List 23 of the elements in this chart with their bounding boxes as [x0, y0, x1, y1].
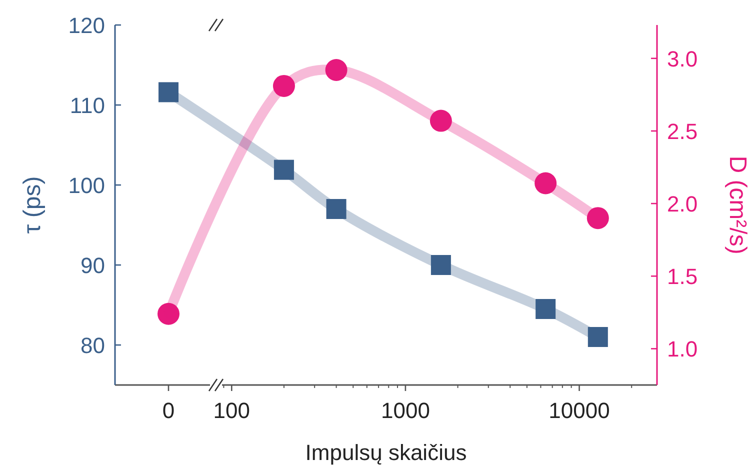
- y-tick-label: 110: [70, 93, 105, 118]
- y2-axis-title: D (cm²/s): [724, 156, 751, 254]
- y-tick-label: 100: [68, 173, 105, 198]
- point: [274, 160, 294, 180]
- y2-tick-label: 1.5: [667, 264, 698, 290]
- y2-tick-label: 1.0: [667, 336, 698, 362]
- point: [588, 327, 608, 347]
- point: [272, 74, 295, 97]
- point: [430, 110, 452, 132]
- x-tick-label: 100: [213, 398, 250, 423]
- y2-tick-label: 2.5: [667, 118, 698, 144]
- y2-tick-label: 3.0: [667, 46, 698, 72]
- point: [586, 207, 609, 230]
- y-axis-title: τ (ps): [19, 176, 46, 234]
- y-tick-label: 80: [80, 333, 105, 358]
- y2-tick-label: 2.0: [667, 192, 698, 217]
- x-axis-title: Impulsų skaičius: [305, 440, 467, 465]
- point: [430, 255, 451, 275]
- x-tick-label: 0: [162, 398, 175, 423]
- y-tick-label: 90: [80, 253, 105, 278]
- x-tick-label: 1000: [380, 398, 430, 423]
- x-tick-label: 10000: [548, 398, 610, 423]
- y-tick-label: 120: [68, 13, 105, 38]
